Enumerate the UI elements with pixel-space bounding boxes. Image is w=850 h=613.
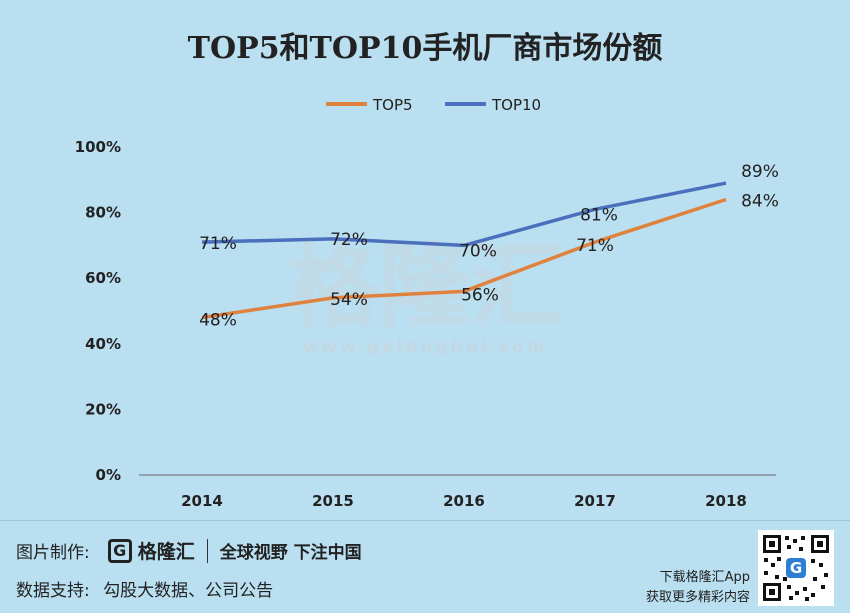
- app-download-text: 下载格隆汇App: [659, 570, 750, 585]
- slogan: 全球视野 下注中国: [219, 543, 362, 563]
- footer-divider: [0, 520, 850, 521]
- qr-code[interactable]: G: [758, 530, 834, 606]
- y-tick-label: 60%: [85, 269, 121, 287]
- y-tick-label: 20%: [85, 400, 121, 418]
- footer: [0, 521, 850, 613]
- y-axis: 0% 20% 40% 60% 80% 100%: [75, 138, 121, 484]
- data-label-top5: 48%: [199, 311, 237, 331]
- brand-name: 格隆汇: [137, 541, 195, 563]
- chart: TOP5和TOP10手机厂商市场份额 格隆汇 www.gelonghui.com…: [75, 31, 779, 510]
- x-axis: 2014 2015 2016 2017 2018: [181, 492, 747, 510]
- x-tick-label: 2015: [312, 492, 354, 510]
- y-tick-label: 100%: [75, 138, 121, 156]
- legend-label: TOP5: [372, 96, 413, 114]
- data-label-top5: 54%: [330, 290, 368, 310]
- x-tick-label: 2017: [574, 492, 616, 510]
- legend-label: TOP10: [491, 96, 541, 114]
- brand-logo-icon: G: [107, 538, 132, 563]
- data-label-top10: 81%: [580, 205, 618, 225]
- x-tick-label: 2014: [181, 492, 223, 510]
- data-label-top5: 84%: [741, 191, 779, 211]
- data-label-top10: 89%: [741, 162, 779, 182]
- legend: TOP5 TOP10: [326, 96, 541, 114]
- source-row: 数据支持: 勾股大数据、公司公告: [16, 576, 273, 601]
- y-tick-label: 0%: [96, 466, 121, 484]
- data-label-top5: 56%: [461, 285, 499, 305]
- x-tick-label: 2018: [705, 492, 747, 510]
- chart-title: TOP5和TOP10手机厂商市场份额: [188, 31, 663, 66]
- plot-area: 48% 54% 56% 71% 84% 71% 72% 70% 81% 89%: [199, 162, 779, 330]
- x-tick-label: 2016: [443, 492, 485, 510]
- app-promo-text: 获取更多精彩内容: [645, 590, 750, 605]
- credit-row: 图片制作: G 格隆汇 全球视野 下注中国: [16, 537, 362, 564]
- y-tick-label: 80%: [85, 204, 121, 222]
- series-line-top10: [201, 181, 727, 248]
- watermark-text: 格隆汇: [287, 233, 563, 340]
- made-by-label: 图片制作:: [16, 543, 90, 563]
- data-label-top5: 71%: [576, 236, 614, 256]
- brand-separator: [206, 538, 208, 563]
- source-value: 勾股大数据、公司公告: [103, 581, 274, 601]
- data-label-top10: 72%: [330, 230, 368, 250]
- y-tick-label: 40%: [85, 335, 121, 353]
- qr-code-icon: G: [761, 533, 831, 603]
- series-line-top5: [201, 197, 727, 320]
- watermark-url: www.gelonghui.com: [303, 337, 548, 357]
- qr-center-icon: G: [790, 559, 802, 577]
- data-label-top10: 70%: [459, 241, 497, 261]
- source-label: 数据支持:: [16, 581, 90, 601]
- data-label-top10: 71%: [199, 234, 237, 254]
